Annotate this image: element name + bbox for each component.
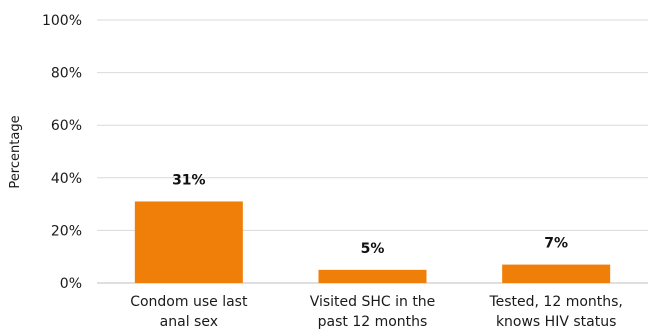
y-axis-title: Percentage (8, 115, 23, 188)
x-category-label: anal sex (160, 314, 218, 330)
x-category-label: Condom use last (130, 294, 248, 310)
x-axis-categories: Condom use last anal sex Visited SHC in th… (130, 294, 623, 330)
y-tick-label: 100% (42, 13, 82, 29)
y-tick-label: 80% (51, 66, 82, 82)
y-tick-label: 60% (51, 118, 82, 134)
bar (502, 264, 611, 283)
y-tick-label: 40% (51, 171, 82, 187)
data-label: 7% (544, 236, 568, 252)
bar (134, 201, 243, 283)
bars (134, 201, 611, 283)
x-category-label: past 12 months (318, 314, 428, 330)
data-label: 31% (172, 172, 206, 188)
x-category-label: Visited SHC in the (310, 294, 436, 310)
x-category-label: knows HIV status (496, 314, 616, 330)
bar (318, 269, 427, 283)
data-label: 5% (361, 241, 385, 257)
y-tick-label: 20% (51, 223, 82, 239)
data-labels: 31% 5% 7% (172, 172, 568, 256)
x-category-label: Tested, 12 months, (488, 294, 622, 310)
y-tick-label: 0% (60, 276, 82, 292)
y-axis-ticks: 0% 20% 40% 60% 80% 100% (42, 13, 82, 292)
